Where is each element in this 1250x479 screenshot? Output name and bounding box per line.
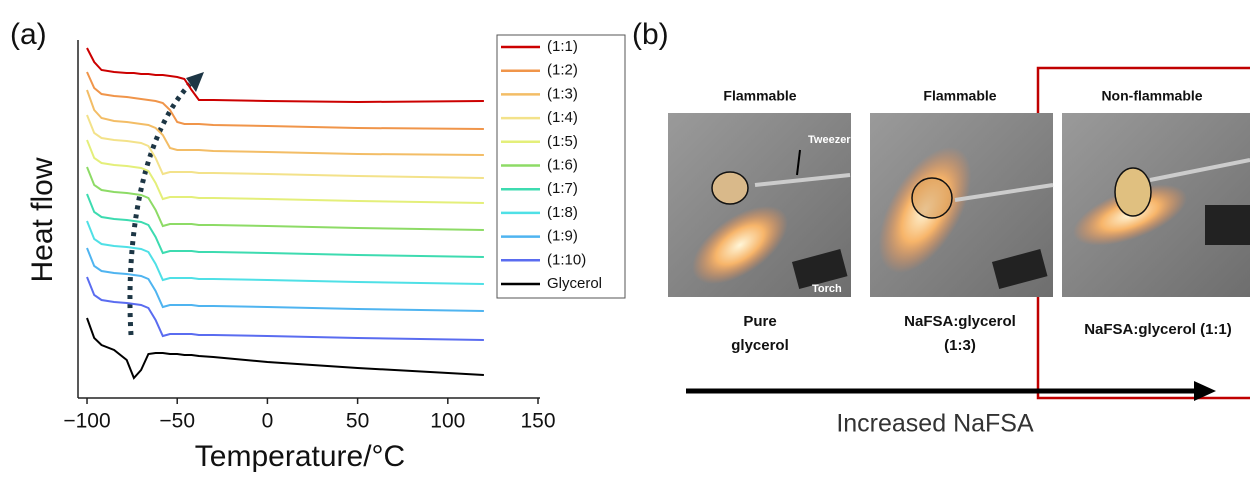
photo-annotation: Tweezers: [808, 134, 857, 146]
photo-heading: Flammable: [923, 88, 996, 104]
legend-label: (1:5): [547, 133, 578, 150]
legend-label: (1:8): [547, 204, 578, 221]
arrow-label: Increased NaFSA: [836, 410, 1034, 438]
x-tick-label: 50: [346, 410, 369, 433]
trend-arrow-head: [1194, 381, 1216, 401]
x-tick-label: −100: [63, 410, 110, 433]
photo-caption: Pure: [743, 313, 776, 330]
photo-heading: Non-flammable: [1101, 88, 1202, 104]
series-line: [86, 166, 484, 231]
series-line: [86, 71, 484, 130]
x-tick-label: 150: [520, 410, 555, 433]
photo-caption: NaFSA:glycerol (1:1): [1084, 321, 1232, 338]
panel-label: (b): [632, 18, 669, 51]
series-line: [86, 47, 484, 104]
series-line: [86, 139, 484, 204]
legend-label: (1:6): [547, 156, 578, 173]
series-line: [86, 220, 484, 285]
photo-heading: Flammable: [723, 88, 796, 104]
photo-caption: (1:3): [944, 337, 976, 354]
series-line: [86, 114, 484, 179]
series-line: [86, 193, 484, 258]
series-line: [86, 276, 484, 341]
legend-label: (1:10): [547, 251, 586, 268]
legend-label: (1:1): [547, 38, 578, 55]
legend-label: (1:3): [547, 85, 578, 102]
photo-panel: Flammable Flammable Non-flammable Tweeze…: [668, 66, 1250, 438]
x-axis-title: Temperature/°C: [195, 440, 405, 473]
legend-label: (1:2): [547, 62, 578, 79]
photo-caption: NaFSA:glycerol: [904, 313, 1016, 330]
chart: Heat flow Temperature/°C −100 −50 0 50 100 15…: [26, 34, 626, 473]
panel-label: (a): [10, 18, 47, 51]
y-axis-title: Heat flow: [26, 157, 59, 282]
photo: [668, 113, 851, 297]
photo: [870, 113, 1054, 297]
trend-arrow: [127, 82, 192, 336]
legend-label: Glycerol: [547, 275, 602, 292]
photo: [1062, 113, 1250, 297]
legend-label: (1:7): [547, 180, 578, 197]
photo-annotation: Torch: [812, 283, 842, 295]
series-line: [86, 89, 484, 156]
series-line: [86, 247, 484, 312]
photo-caption: glycerol: [731, 337, 789, 354]
legend-label: (1:4): [547, 109, 578, 126]
x-tick-label: 100: [430, 410, 465, 433]
trend-arrow-head: [186, 72, 204, 92]
x-tick-label: 0: [262, 410, 274, 433]
x-tick-label: −50: [159, 410, 195, 433]
legend-label: (1:9): [547, 228, 578, 245]
series-line: [86, 317, 484, 380]
